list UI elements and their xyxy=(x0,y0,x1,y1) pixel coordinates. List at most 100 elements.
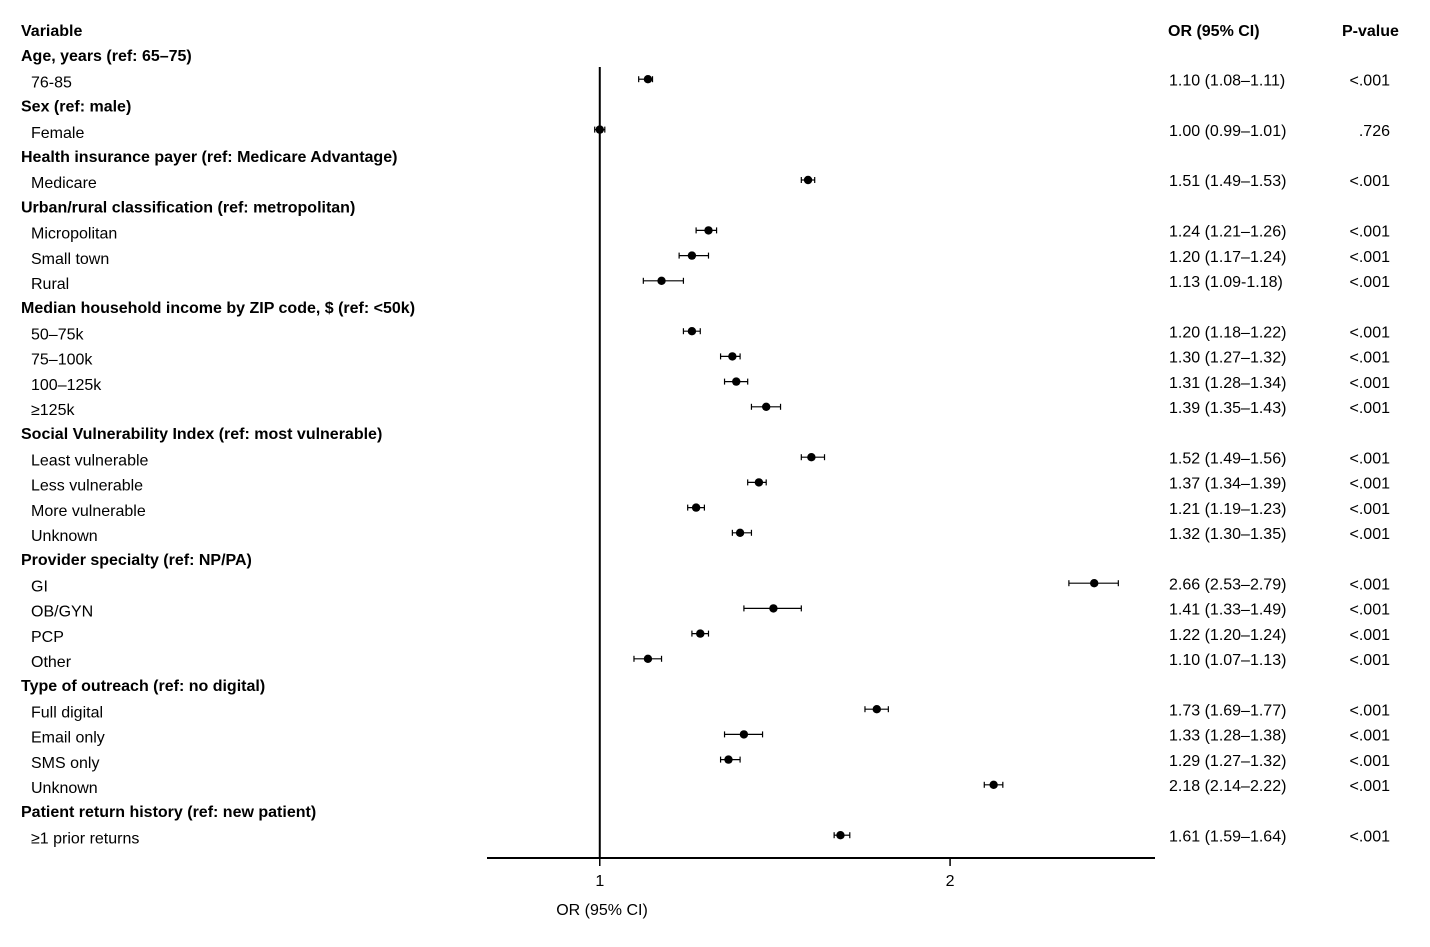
p-value: <.001 xyxy=(1350,702,1391,719)
point xyxy=(769,604,778,613)
point xyxy=(754,478,764,487)
x-axis-label: OR (95% CI) xyxy=(556,902,648,919)
row-label: Female xyxy=(31,125,84,142)
p-value: <.001 xyxy=(1350,173,1391,190)
group-label: Age, years (ref: 65–75) xyxy=(21,48,192,65)
group-label: Health insurance payer (ref: Medicare Ad… xyxy=(21,149,397,166)
point xyxy=(807,453,816,462)
p-value: <.001 xyxy=(1350,576,1391,593)
point xyxy=(803,175,813,185)
p-value: <.001 xyxy=(1350,602,1391,619)
p-value: <.001 xyxy=(1350,274,1391,291)
p-value: <.001 xyxy=(1350,249,1391,266)
row-label: Other xyxy=(31,654,72,671)
p-value: <.001 xyxy=(1350,350,1391,367)
point xyxy=(989,780,998,789)
point xyxy=(728,352,737,361)
p-value: <.001 xyxy=(1350,753,1391,770)
x-tick-label: 1 xyxy=(595,873,604,890)
group-label: Social Vulnerability Index (ref: most vu… xyxy=(21,426,382,443)
ci-label: 1.20 (1.18–1.22) xyxy=(1169,324,1286,341)
p-value: <.001 xyxy=(1350,501,1391,518)
row-label: Less vulnerable xyxy=(31,478,143,495)
group-label: Sex (ref: male) xyxy=(21,99,131,116)
point xyxy=(643,654,653,663)
column-header: Variable xyxy=(21,23,82,40)
ci-label: 1.13 (1.09-1.18) xyxy=(1169,274,1283,291)
row-label: 50–75k xyxy=(31,326,84,343)
ci-label: 1.10 (1.07–1.13) xyxy=(1169,652,1286,669)
group-label: Median household income by ZIP code, $ (… xyxy=(21,300,415,317)
ci-label: 1.22 (1.20–1.24) xyxy=(1169,627,1286,644)
ci-label: 1.32 (1.30–1.35) xyxy=(1169,526,1286,543)
ci-label: 2.18 (2.14–2.22) xyxy=(1169,778,1286,795)
p-value: <.001 xyxy=(1350,652,1391,669)
point xyxy=(687,251,697,260)
p-value: <.001 xyxy=(1350,400,1391,417)
point xyxy=(1090,579,1099,588)
row-label: Micropolitan xyxy=(31,226,117,243)
p-value: <.001 xyxy=(1350,324,1391,341)
row-label: OB/GYN xyxy=(31,604,93,621)
p-value: <.001 xyxy=(1350,627,1391,644)
p-value: <.001 xyxy=(1350,526,1391,543)
ci-label: 1.61 (1.59–1.64) xyxy=(1169,828,1286,845)
x-tick-label: 2 xyxy=(946,873,955,890)
point xyxy=(643,75,653,84)
ci-label: 1.30 (1.27–1.32) xyxy=(1169,350,1286,367)
row-label: Unknown xyxy=(31,528,98,545)
ci-label: 1.51 (1.49–1.53) xyxy=(1169,173,1286,190)
row-label: PCP xyxy=(31,629,64,646)
point xyxy=(762,402,771,411)
ci-label: 1.73 (1.69–1.77) xyxy=(1169,702,1286,719)
point xyxy=(724,755,733,764)
ci-label: 1.24 (1.21–1.26) xyxy=(1169,224,1286,241)
row-label: Small town xyxy=(31,251,109,268)
column-header: P-value xyxy=(1342,23,1399,40)
row-label: Least vulnerable xyxy=(31,452,149,469)
ci-label: 1.20 (1.17–1.24) xyxy=(1169,249,1286,266)
ci-label: 1.21 (1.19–1.23) xyxy=(1169,501,1286,518)
ci-label: 1.10 (1.08–1.11) xyxy=(1169,72,1285,89)
point xyxy=(704,226,713,235)
p-value: .726 xyxy=(1359,123,1390,140)
ci-label: 1.52 (1.49–1.56) xyxy=(1169,450,1286,467)
row-label: 76-85 xyxy=(31,74,72,91)
p-value: <.001 xyxy=(1350,828,1391,845)
ci-label: 1.31 (1.28–1.34) xyxy=(1169,375,1286,392)
row-label: Email only xyxy=(31,730,105,747)
point xyxy=(836,831,845,840)
row-label: More vulnerable xyxy=(31,503,146,520)
p-value: <.001 xyxy=(1350,375,1391,392)
point xyxy=(872,705,881,714)
p-value: <.001 xyxy=(1350,728,1391,745)
row-label: Full digital xyxy=(31,704,103,721)
point xyxy=(657,276,666,285)
row-label: SMS only xyxy=(31,755,99,772)
ci-label: 1.41 (1.33–1.49) xyxy=(1169,602,1286,619)
p-value: <.001 xyxy=(1350,450,1391,467)
p-value: <.001 xyxy=(1350,476,1391,493)
group-label: Type of outreach (ref: no digital) xyxy=(21,678,265,695)
row-label: ≥125k xyxy=(31,402,75,419)
row-label: ≥1 prior returns xyxy=(31,830,139,847)
point xyxy=(691,503,701,512)
column-header: OR (95% CI) xyxy=(1168,23,1260,40)
p-value: <.001 xyxy=(1350,778,1391,795)
point xyxy=(595,125,604,134)
ci-label: 1.39 (1.35–1.43) xyxy=(1169,400,1286,417)
point xyxy=(687,327,697,336)
group-label: Provider specialty (ref: NP/PA) xyxy=(21,552,252,569)
point xyxy=(732,377,741,386)
ci-label: 2.66 (2.53–2.79) xyxy=(1169,576,1286,593)
point xyxy=(735,528,745,537)
row-label: 100–125k xyxy=(31,377,102,394)
row-label: Medicare xyxy=(31,175,97,192)
row-label: Rural xyxy=(31,276,69,293)
point xyxy=(696,629,705,638)
row-label: Unknown xyxy=(31,780,98,797)
point xyxy=(739,730,749,739)
group-label: Patient return history (ref: new patient… xyxy=(21,804,316,821)
